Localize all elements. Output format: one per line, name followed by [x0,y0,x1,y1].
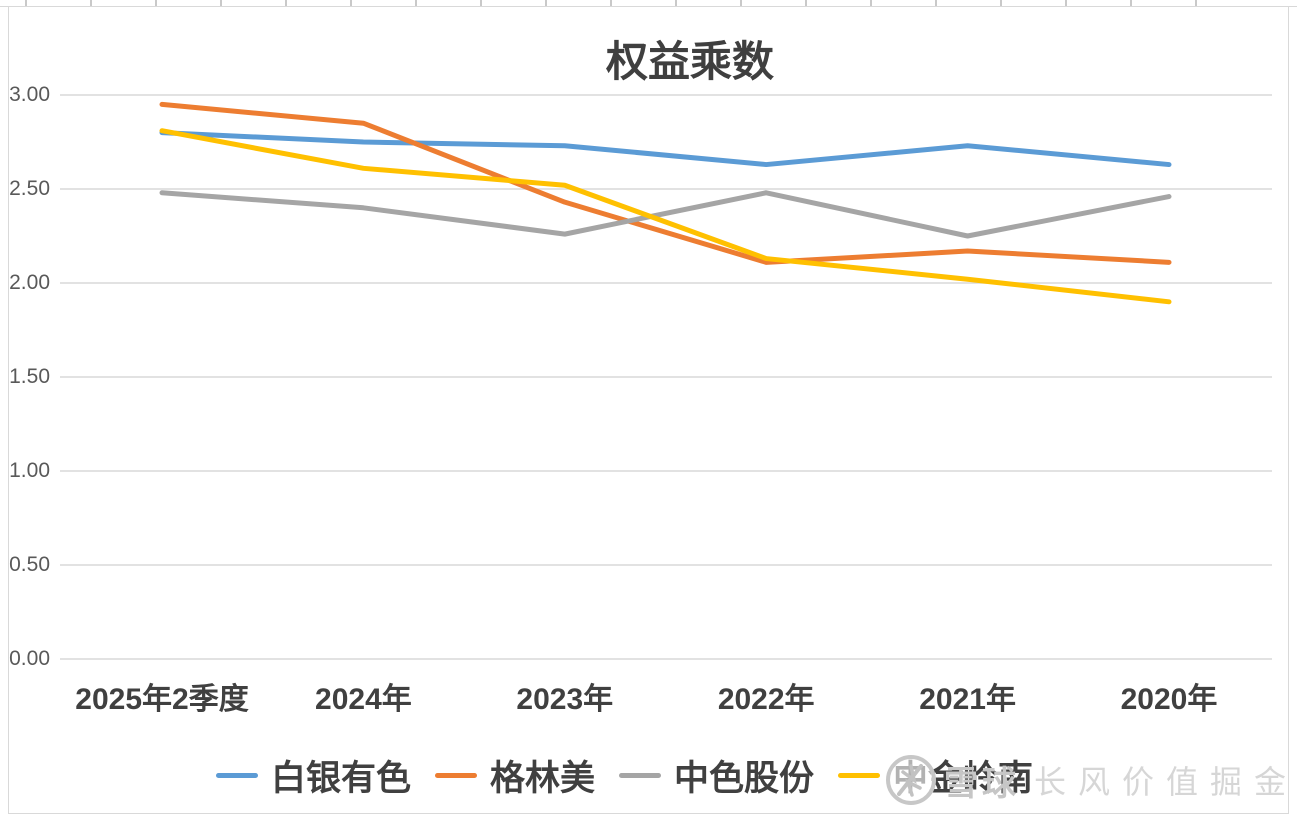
legend-dash-icon [435,773,478,778]
x-tick-label: 2021年 [919,683,1016,716]
series-line-0 [159,130,1172,168]
y-tick-label: 2.00 [9,271,50,294]
chart-legend: 白银有色 格林美 中色股份 中金岭南 [216,750,1033,801]
x-tick-label: 2023年 [516,683,614,716]
y-tick-label: 1.00 [9,459,50,482]
series-line-1 [159,101,1172,265]
y-tick-label: 2.50 [9,177,50,200]
chart-title: 权益乘数 [605,40,775,86]
series-line-3 [159,128,1172,305]
legend-label: 格林美 [490,759,596,798]
legend-dash-icon [838,773,881,778]
legend-label: 白银有色 [271,759,412,798]
y-tick-label: 0.50 [9,553,50,576]
legend-label: 中金岭南 [893,759,1034,798]
legend-item-0: 白银有色 [216,750,411,801]
legend-dash-icon [216,773,258,778]
y-tick-label: 1.50 [9,365,50,388]
series-line-2 [159,190,1172,239]
legend-dash-icon [619,773,662,778]
y-tick-label: 0.00 [9,647,50,670]
legend-label: 中色股份 [674,759,815,798]
y-tick-label: 3.00 [9,83,50,106]
x-tick-label: 2024年 [315,683,412,716]
legend-item-3: 中金岭南 [838,750,1033,801]
legend-item-2: 中色股份 [619,750,814,801]
legend-item-1: 格林美 [435,750,595,801]
x-tick-label: 2020年 [1120,683,1218,716]
x-tick-label: 2025年2季度 [75,683,249,716]
x-tick-label: 2022年 [717,683,815,716]
